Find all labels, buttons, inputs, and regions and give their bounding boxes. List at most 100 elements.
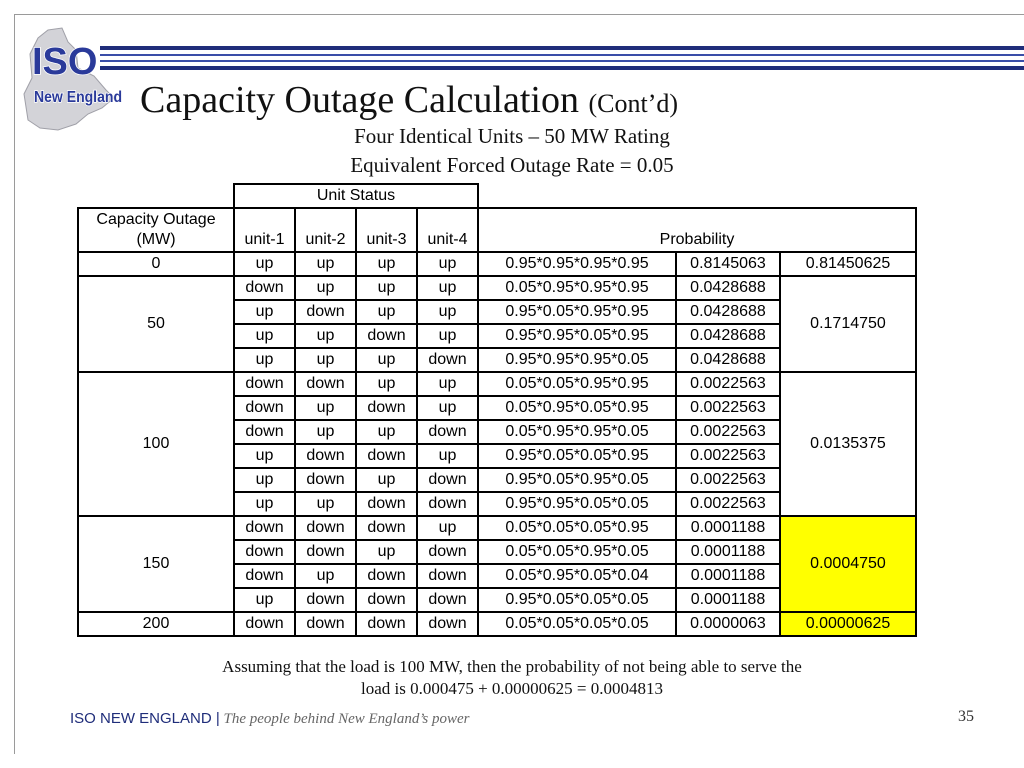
unit-status-cell: up (233, 323, 296, 349)
table-row: 150 down down down up 0.05*0.05*0.05*0.95 0.00… (77, 515, 917, 613)
unit-status-cell: up (416, 251, 479, 277)
header-stripe (100, 66, 1024, 70)
unit-status-cell: up (416, 515, 479, 541)
unit-status-cell: down (416, 419, 479, 445)
slide-frame-left (14, 14, 15, 754)
unit-status-cell: down (416, 587, 479, 613)
unit-status-cell: up (233, 587, 296, 613)
unit-status-cell: up (233, 491, 296, 517)
probability-expression: 0.05*0.05*0.95*0.05 (477, 539, 677, 565)
group-total-probability: 0.00000625 (779, 611, 917, 637)
probability-expression: 0.95*0.05*0.95*0.05 (477, 467, 677, 493)
table-row: up up down up 0.95*0.95*0.05*0.95 0.0428688 (78, 323, 916, 349)
table-row: up down up up 0.95*0.05*0.95*0.95 0.0428688 (78, 299, 916, 325)
unit-header: unit-4 (416, 207, 479, 253)
unit-status-cell: down (355, 443, 418, 469)
unit-status-cell: up (233, 299, 296, 325)
row-probability: 0.0022563 (675, 419, 781, 445)
probability-expression: 0.95*0.05*0.05*0.95 (477, 443, 677, 469)
header-stripe (100, 46, 1024, 50)
unit-status-cell: down (294, 611, 357, 637)
row-probability: 0.0000063 (675, 611, 781, 637)
table-row: up up up down 0.95*0.95*0.95*0.05 0.0428688 (78, 347, 916, 373)
unit-status-cell: down (416, 491, 479, 517)
unit-status-cell: down (294, 371, 357, 397)
unit-status-cell: down (355, 563, 418, 589)
unit-status-cell: up (355, 299, 418, 325)
capacity-outage-table: Unit Status Capacity Outage (MW) unit-1 uni… (77, 183, 917, 637)
table-row: up down down down 0.95*0.05*0.05*0.05 0.00011… (78, 587, 916, 613)
unit-status-cell: down (233, 563, 296, 589)
row-probability: 0.0428688 (675, 323, 781, 349)
subtitle-outage-rate: Equivalent Forced Outage Rate = 0.05 (350, 153, 674, 177)
row-probability: 0.0022563 (675, 491, 781, 517)
unit-status-cell: up (355, 419, 418, 445)
unit-status-cell: up (294, 491, 357, 517)
empty-header-cell (78, 184, 234, 208)
unit-status-cell: down (355, 323, 418, 349)
unit-status-cell: down (294, 539, 357, 565)
footer-tagline: The people behind New England’s power (223, 711, 470, 727)
unit-header: unit-1 (233, 207, 296, 253)
table-row: down up down up 0.05*0.95*0.05*0.95 0.0022563 (78, 395, 916, 421)
unit-header: unit-3 (355, 207, 418, 253)
unit-status-cell: down (294, 515, 357, 541)
unit-status-cell: down (416, 539, 479, 565)
unit-status-cell: down (294, 587, 357, 613)
row-probability: 0.0001188 (675, 563, 781, 589)
unit-status-cell: down (233, 419, 296, 445)
empty-header-cell (478, 184, 916, 208)
logo-text-new-england: New England (34, 89, 122, 106)
unit-status-cell: up (355, 371, 418, 397)
slide-frame-top (14, 14, 1024, 15)
probability-expression: 0.95*0.95*0.05*0.05 (477, 491, 677, 517)
footer: ISO NEW ENGLAND | The people behind New … (70, 710, 469, 728)
unit-status-cell: up (355, 251, 418, 277)
unit-status-cell: up (416, 371, 479, 397)
capacity-value: 0 (77, 251, 235, 277)
unit-status-cell: up (416, 299, 479, 325)
table-row: up up down down 0.95*0.95*0.05*0.05 0.0022563 (78, 491, 916, 517)
row-probability: 0.0428688 (675, 347, 781, 373)
probability-expression: 0.05*0.95*0.05*0.95 (477, 395, 677, 421)
unit-status-cell: down (416, 467, 479, 493)
group-total-probability: 0.1714750 (779, 275, 917, 373)
title-suffix: (Cont’d) (588, 89, 679, 118)
header-row: Unit Status (78, 183, 916, 209)
unit-status-cell: down (416, 563, 479, 589)
unit-status-cell: up (355, 539, 418, 565)
table-row: down up up down 0.05*0.95*0.95*0.05 0.0022563 (78, 419, 916, 445)
row-probability: 0.8145063 (675, 251, 781, 277)
capacity-value: 150 (77, 515, 235, 613)
header-row: Capacity Outage (MW) unit-1 unit-2 unit-3 un… (77, 207, 917, 253)
probability-expression: 0.05*0.05*0.05*0.05 (477, 611, 677, 637)
header-stripe (100, 60, 1024, 62)
unit-status-cell: down (355, 395, 418, 421)
unit-status-cell: down (355, 491, 418, 517)
row-probability: 0.0022563 (675, 467, 781, 493)
unit-status-cell: up (233, 347, 296, 373)
capacity-outage-header: Capacity Outage (MW) (77, 207, 235, 253)
probability-expression: 0.95*0.05*0.95*0.95 (477, 299, 677, 325)
unit-status-cell: up (294, 563, 357, 589)
probability-expression: 0.05*0.95*0.95*0.05 (477, 419, 677, 445)
unit-status-cell: up (416, 443, 479, 469)
unit-status-cell: down (233, 515, 296, 541)
row-probability: 0.0428688 (675, 299, 781, 325)
unit-status-cell: down (233, 395, 296, 421)
row-probability: 0.0022563 (675, 395, 781, 421)
logo-text-iso: ISO (32, 41, 97, 83)
row-probability: 0.0001188 (675, 515, 781, 541)
probability-expression: 0.05*0.95*0.95*0.95 (477, 275, 677, 301)
group-total-probability: 0.0004750 (779, 515, 917, 613)
unit-status-cell: up (294, 323, 357, 349)
table-row: 200 down down down down 0.05*0.05*0.05*0.05 0.… (77, 611, 917, 637)
probability-expression: 0.95*0.05*0.05*0.05 (477, 587, 677, 613)
title-main: Capacity Outage Calculation (140, 79, 579, 121)
iso-new-england-logo: ISO New England (23, 27, 123, 131)
unit-status-cell: up (355, 275, 418, 301)
row-probability: 0.0428688 (675, 275, 781, 301)
unit-status-cell: up (233, 251, 296, 277)
unit-status-cell: down (294, 299, 357, 325)
unit-status-cell: down (233, 611, 296, 637)
